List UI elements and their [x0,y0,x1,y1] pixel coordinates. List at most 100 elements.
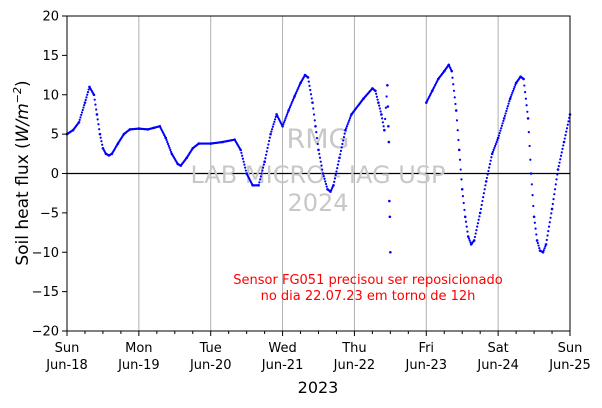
data-point-interpolated [509,95,512,98]
data-point-interpolated [168,146,171,150]
data-point-interpolated [267,143,270,146]
x-tick-label-date: Jun-20 [189,358,232,373]
data-point-interpolated [80,111,84,114]
data-point-interpolated [451,76,454,79]
data-point-interpolated [467,237,471,240]
data-point-interpolated [93,98,96,101]
y-tick-label: 10 [42,88,59,103]
data-point-interpolated [342,135,346,139]
data-point-interpolated [316,142,319,146]
data-point-interpolated [98,128,101,131]
data-point [386,105,390,108]
data-point-interpolated [80,113,83,117]
data-point [490,152,494,156]
x-tick-label-date: Jun-23 [405,358,448,373]
data-point [377,101,380,104]
data-point-interpolated [499,129,502,132]
watermark-line: LAB MICRO - IAG USP [190,161,445,189]
data-point-interpolated [480,203,483,207]
x-tick-label-day: Thu [341,341,366,356]
x-tick-label-day: Fri [419,341,435,356]
data-point-interpolated [250,182,253,185]
data-point-interpolated [474,232,477,235]
data-point [386,84,389,87]
x-tick-label-date: Jun-19 [117,358,160,373]
data-point-interpolated [460,178,463,181]
data-point-interpolated [479,207,483,211]
data-point-interpolated [504,112,507,115]
data-point [508,97,512,100]
data-point-interpolated [83,103,86,107]
x-tick-label-day: Mon [125,341,152,356]
data-point-interpolated [524,97,527,100]
data-point-interpolated [531,194,534,197]
data-point-interpolated [491,150,494,153]
data-point-interpolated [270,128,274,131]
data-point-interpolated [321,168,324,171]
data-point-interpolated [284,117,287,120]
data-point-interpolated [559,154,563,157]
data-point [387,124,390,128]
data-point-interpolated [495,140,498,144]
x-tick-label-day: Sat [487,341,508,356]
data-point [314,124,317,128]
data-point-interpolated [453,96,456,99]
data-point-interpolated [554,183,557,186]
data-point-interpolated [297,86,300,90]
data-point-interpolated [333,177,337,180]
data-point-interpolated [375,95,378,98]
data-point-interpolated [308,84,311,87]
data-point-interpolated [549,216,552,219]
data-point-interpolated [564,134,567,137]
data-point-interpolated [283,119,286,122]
data-point-interpolated [348,117,352,120]
data-point-interpolated [489,159,492,162]
data-point-interpolated [268,136,271,139]
data-point [317,148,320,152]
x-tick-label-day: Wed [268,341,296,356]
data-point-interpolated [84,98,87,102]
data-point-interpolated [537,244,540,247]
y-tick-label: −15 [32,285,59,300]
data-point-interpolated [550,212,553,215]
data-point-interpolated [336,166,339,170]
data-point-interpolated [378,107,381,110]
data-point-interpolated [562,144,565,147]
y-axis-ticks: −20 −15 −10 −5 0 5 10 15 20 [32,10,67,340]
annotation-line: Sensor FG051 precisou ser reposicionado [233,273,502,288]
data-point-interpolated [256,184,259,187]
data-point-interpolated [335,170,338,173]
x-tick-label-day: Sun [55,341,80,356]
data-point-interpolated [319,160,322,163]
data-point-interpolated [94,103,97,106]
data-point-interpolated [485,176,489,180]
data-point-interpolated [259,175,262,178]
data-point-interpolated [566,123,569,126]
data-point [263,160,266,163]
data-point-interpolated [527,131,530,134]
data-point-interpolated [241,154,244,157]
data-point [287,109,290,112]
data-point-interpolated [452,83,455,86]
data-point-interpolated [502,119,505,122]
data-point-interpolated [288,107,291,110]
data-point-interpolated [312,113,316,116]
data-point-interpolated [292,97,295,100]
data-point-interpolated [85,96,88,99]
data-point-interpolated [100,140,103,143]
data-point-interpolated [514,83,517,87]
data-point-interpolated [122,134,125,137]
data-point-interpolated [346,123,349,126]
data-point-interpolated [79,116,82,119]
data-point-interpolated [86,91,90,94]
data-point [389,250,392,254]
data-point-interpolated [361,98,364,101]
data-point-interpolated [565,130,568,133]
y-axis-label-text: Soil heat flux ( [13,142,33,265]
data-point-interpolated [487,169,490,173]
data-point [529,172,533,175]
series-soil-heat-flux [65,63,572,254]
data-point-interpolated [244,169,247,172]
data-point-interpolated [379,110,382,113]
y-axis-label: Soil heat flux (W/m−2) [11,80,33,265]
